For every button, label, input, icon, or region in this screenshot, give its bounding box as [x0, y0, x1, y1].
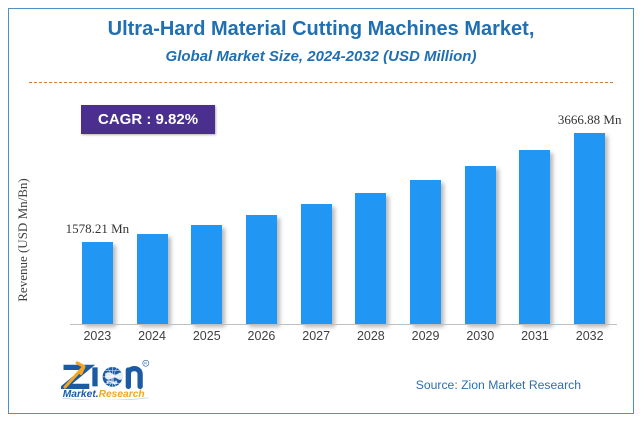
svg-text:Market.Research: Market.Research [63, 389, 145, 400]
svg-text:R: R [144, 361, 147, 365]
